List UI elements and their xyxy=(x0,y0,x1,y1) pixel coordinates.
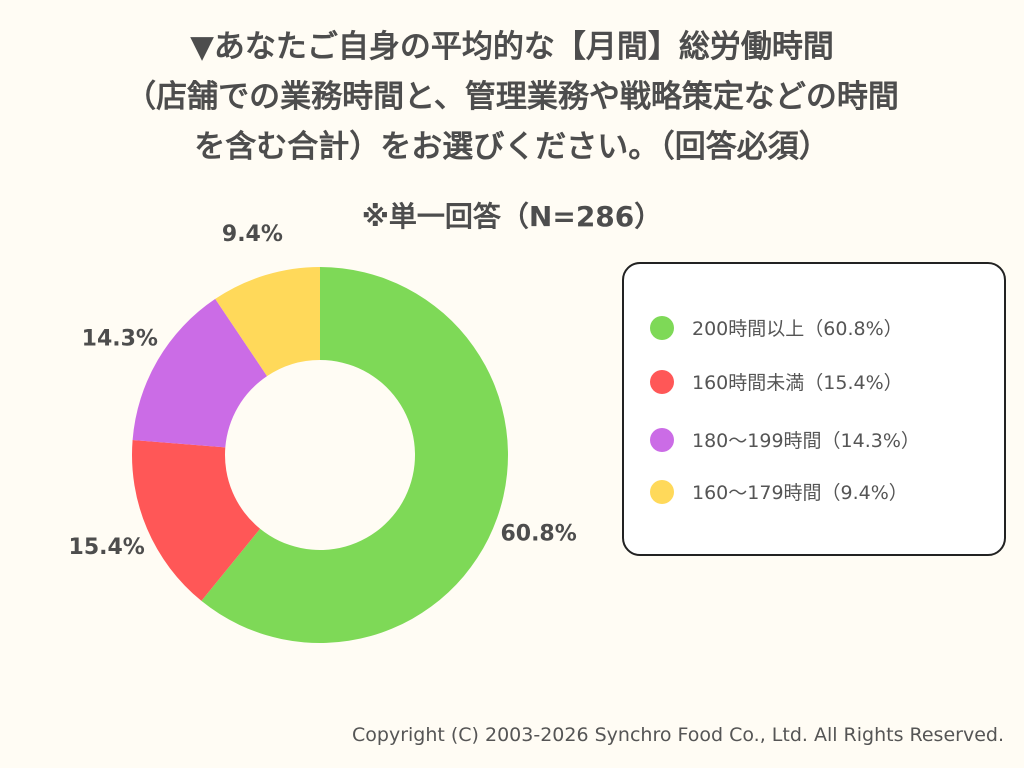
legend-item: 180〜199時間（14.3%） xyxy=(650,426,920,453)
legend-label: 160〜179時間（9.4%） xyxy=(692,482,908,504)
title-line-3: を含む合計）をお選びください。（回答必須） xyxy=(194,129,830,165)
legend-label: 160時間未満（15.4%） xyxy=(692,372,903,394)
legend-item: 160時間未満（15.4%） xyxy=(650,368,903,395)
donut-slice xyxy=(215,267,320,377)
chart-subtitle: ※単一回答（N=286） xyxy=(361,200,663,233)
data-label: 9.4% xyxy=(222,222,283,247)
legend-label: 180〜199時間（14.3%） xyxy=(692,430,920,452)
copyright: Copyright (C) 2003-2026 Synchro Food Co.… xyxy=(352,724,1004,746)
legend: 200時間以上（60.8%） 160時間未満（15.4%） 180〜199時間（… xyxy=(622,262,1006,556)
chart-title: ▼あなたご自身の平均的な【月間】総労働時間 （店舗での業務時間と、管理業務や戦略… xyxy=(0,22,1024,172)
data-label: 14.3% xyxy=(82,327,158,352)
legend-swatch xyxy=(650,315,674,340)
title-line-2: （店舗での業務時間と、管理業務や戦略策定などの時間 xyxy=(125,79,899,115)
donut-slice xyxy=(132,439,261,601)
data-label: 15.4% xyxy=(69,535,145,560)
donut-slice xyxy=(132,298,268,448)
legend-swatch xyxy=(650,427,674,452)
legend-label: 200時間以上（60.8%） xyxy=(692,318,903,340)
data-label: 60.8% xyxy=(500,522,576,547)
legend-swatch xyxy=(650,479,674,504)
legend-item: 200時間以上（60.8%） xyxy=(650,314,903,341)
title-line-1: ▼あなたご自身の平均的な【月間】総労働時間 xyxy=(190,29,834,65)
donut-slice xyxy=(201,267,509,643)
legend-swatch xyxy=(650,369,674,394)
legend-item: 160〜179時間（9.4%） xyxy=(650,478,908,505)
